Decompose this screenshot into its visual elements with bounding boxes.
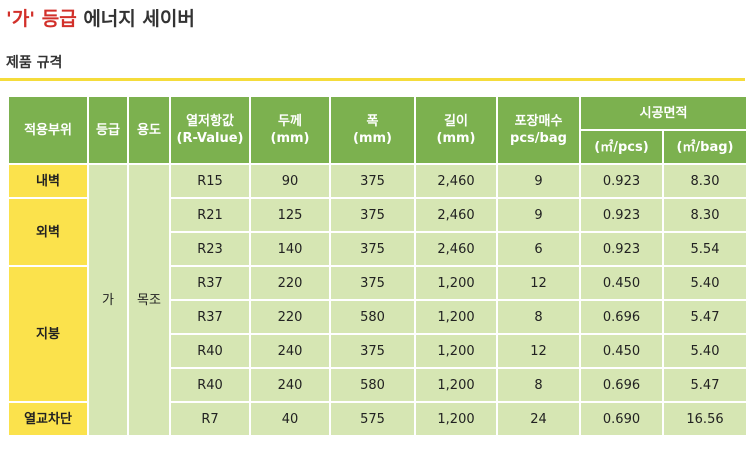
data-cell: 1,200	[414, 333, 498, 369]
header-cell: 등급	[87, 95, 129, 165]
data-cell: R40	[169, 333, 251, 369]
data-cell: 220	[249, 299, 331, 335]
table-row: 내벽 가 목조 R15 90 375 2,460 9 0.923 8.30	[7, 163, 748, 437]
data-cell: 0.696	[579, 367, 664, 403]
data-cell: 12	[496, 265, 581, 301]
data-cell: 580	[329, 299, 416, 335]
table-row: 열교차단 R7 40 575 1,200 24 0.690 16.56	[7, 401, 748, 437]
data-cell: 220	[249, 265, 331, 301]
table-head: 적용부위 등급 용도 열저항값 (R-Value) 두께 (mm) 폭 (mm) 길이 (m…	[7, 95, 748, 165]
title-text: 에너지 세이버	[83, 8, 195, 30]
table-row: R40 240 580 1,200 8 0.696 5.47	[8, 367, 748, 403]
part-cell: 외벽	[7, 197, 89, 267]
header-cell: 폭 (mm)	[329, 95, 416, 165]
header-cell: 적용부위	[7, 95, 89, 165]
data-cell: 375	[329, 333, 416, 369]
data-cell: 240	[249, 367, 331, 403]
table-body: 내벽 가 목조 R15 90 375 2,460 9 0.923 8.30 외벽 R21 125 375 2…	[7, 163, 748, 437]
data-cell: 240	[249, 333, 331, 369]
data-cell: 375	[329, 265, 416, 301]
data-cell: 16.56	[662, 401, 748, 437]
table-row: 외벽 R21 125 375 2,460 9 0.923 8.30	[7, 197, 748, 267]
header-cell: 열저항값 (R-Value)	[169, 95, 251, 165]
data-cell: 0.923	[579, 231, 664, 267]
data-cell: 9	[496, 197, 581, 233]
table-row: R40 240 375 1,200 12 0.450 5.40	[8, 333, 748, 369]
header-cell: 포장매수 pcs/bag	[496, 95, 581, 165]
data-cell: 1,200	[414, 367, 498, 403]
data-cell: 5.40	[662, 265, 748, 301]
part-cell: 지붕	[7, 265, 89, 403]
data-cell: 24	[496, 401, 581, 437]
section-rule	[0, 78, 745, 81]
header-row: 적용부위 등급 용도 열저항값 (R-Value) 두께 (mm) 폭 (mm) 길이 (m…	[7, 95, 748, 165]
data-cell: 1,200	[414, 265, 498, 301]
data-cell: R15	[169, 163, 251, 199]
part-cell: 열교차단	[7, 401, 89, 437]
header-cell: 두께 (mm)	[249, 95, 331, 165]
data-cell: 5.54	[662, 231, 748, 267]
header-cell: 시공면적	[579, 95, 748, 131]
data-cell: 8	[496, 299, 581, 335]
data-cell: 90	[249, 163, 331, 199]
data-cell: 575	[329, 401, 416, 437]
data-cell: 140	[249, 231, 331, 267]
data-cell: 40	[249, 401, 331, 437]
header-cell: 길이 (mm)	[414, 95, 498, 165]
spec-table: 적용부위 등급 용도 열저항값 (R-Value) 두께 (mm) 폭 (mm) 길이 (m…	[7, 95, 748, 437]
table-row: R37 220 580 1,200 8 0.696 5.47	[8, 299, 748, 335]
data-cell: 0.923	[579, 163, 664, 199]
data-cell: 0.696	[579, 299, 664, 335]
data-cell: 375	[329, 231, 416, 267]
data-cell: 8	[496, 367, 581, 403]
data-cell: 375	[329, 163, 416, 199]
data-cell: 5.47	[662, 299, 748, 335]
data-cell: R37	[169, 265, 251, 301]
grade-cell: 가	[87, 163, 129, 437]
use-cell: 목조	[127, 163, 171, 437]
table-row: R23 140 375 2,460 6 0.923 5.54	[8, 231, 748, 267]
table-row: 지붕 R37 220 375 1,200 12 0.450 5.40	[7, 265, 748, 403]
data-cell: 580	[329, 367, 416, 403]
data-cell: 8.30	[662, 197, 748, 233]
data-cell: 2,460	[414, 197, 498, 233]
data-cell: 6	[496, 231, 581, 267]
part-cell: 내벽	[7, 163, 89, 199]
data-cell: 0.450	[579, 265, 664, 301]
data-cell: R37	[169, 299, 251, 335]
header-cell: (㎡/pcs)	[579, 129, 664, 165]
data-cell: 1,200	[414, 299, 498, 335]
data-cell: 125	[249, 197, 331, 233]
data-cell: R23	[169, 231, 251, 267]
data-cell: 12	[496, 333, 581, 369]
data-cell: 0.450	[579, 333, 664, 369]
data-cell: 375	[329, 197, 416, 233]
data-cell: 2,460	[414, 163, 498, 199]
data-cell: R21	[169, 197, 251, 233]
data-cell: 8.30	[662, 163, 748, 199]
data-cell: 5.47	[662, 367, 748, 403]
title-highlight: '가' 등급	[6, 8, 77, 30]
header-cell: (㎡/bag)	[662, 129, 748, 165]
section-title: 제품 규격	[6, 55, 63, 71]
data-cell: 0.923	[579, 197, 664, 233]
header-cell: 용도	[127, 95, 171, 165]
data-cell: R7	[169, 401, 251, 437]
data-cell: 5.40	[662, 333, 748, 369]
data-cell: R40	[169, 367, 251, 403]
data-cell: 0.690	[579, 401, 664, 437]
data-cell: 9	[496, 163, 581, 199]
page-title: '가' 등급 에너지 세이버	[6, 4, 195, 31]
header-row: (㎡/pcs) (㎡/bag)	[8, 129, 748, 165]
data-cell: 2,460	[414, 231, 498, 267]
data-cell: 1,200	[414, 401, 498, 437]
